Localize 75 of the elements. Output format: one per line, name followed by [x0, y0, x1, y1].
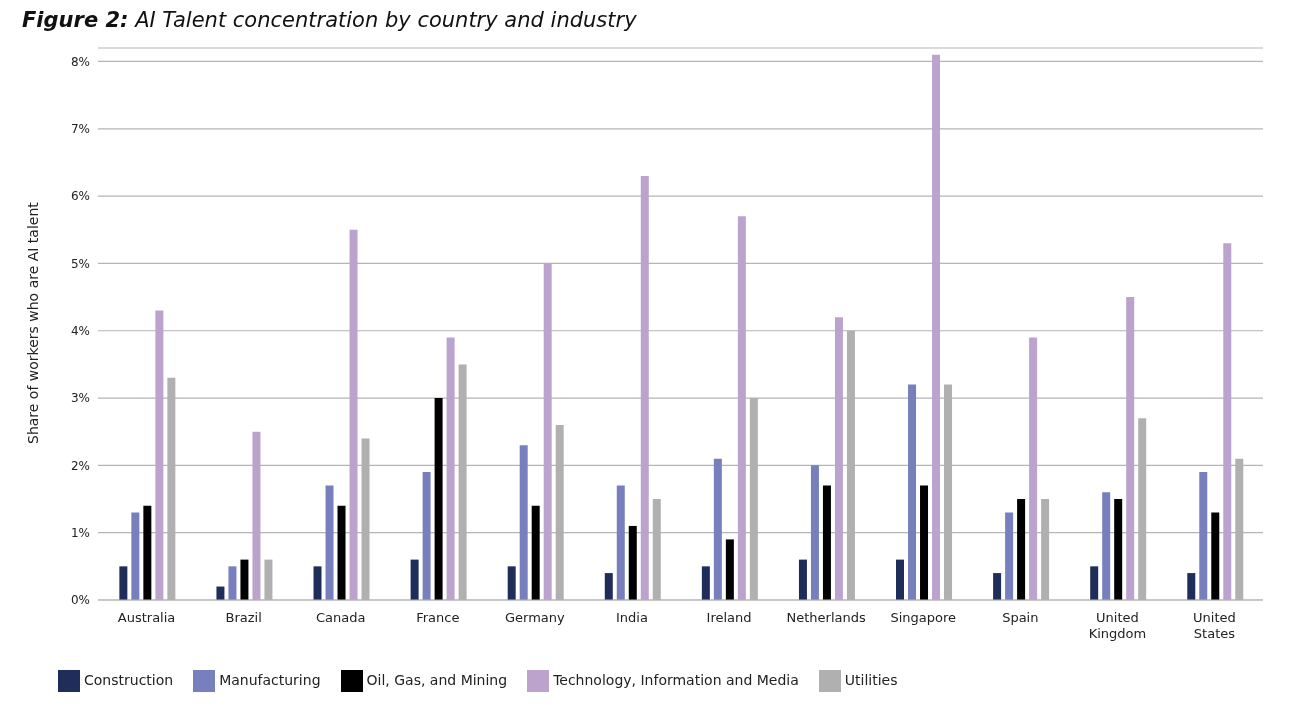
- bar: [725, 539, 734, 600]
- bar: [131, 512, 140, 600]
- bar: [410, 559, 419, 600]
- y-tick-label: 5%: [70, 256, 90, 271]
- y-tick-label: 2%: [70, 458, 90, 473]
- bar: [1187, 573, 1196, 600]
- chart-title: Figure 2: AI Talent concentration by country and industry: [22, 8, 638, 34]
- bar: [1005, 512, 1014, 600]
- bar: [434, 398, 443, 600]
- bar: [507, 566, 516, 600]
- bar: [896, 559, 905, 600]
- bar: [422, 472, 431, 600]
- x-tick-label: United Kingdom: [1088, 610, 1147, 641]
- bar: [640, 175, 649, 600]
- y-tick-label: 8%: [70, 54, 90, 69]
- x-tick-label: India: [616, 610, 648, 625]
- bar: [616, 485, 625, 600]
- bar: [313, 566, 322, 600]
- y-tick-label: 0%: [70, 593, 90, 608]
- bar: [1114, 499, 1123, 600]
- x-tick-label: Spain: [1002, 610, 1039, 625]
- bar: [240, 559, 249, 600]
- bar: [737, 216, 746, 600]
- y-tick-label: 3%: [70, 391, 90, 406]
- bar: [1211, 512, 1220, 600]
- bar: [252, 431, 261, 600]
- legend-label: Manufacturing: [219, 672, 321, 688]
- y-tick-label: 1%: [70, 525, 90, 540]
- x-tick-label: France: [416, 610, 460, 625]
- bar: [908, 384, 917, 600]
- bar: [993, 573, 1002, 600]
- bar: [1126, 297, 1135, 600]
- bar: [1017, 499, 1026, 600]
- bar: [1199, 472, 1208, 600]
- bar: [1029, 337, 1038, 600]
- bar: [713, 458, 722, 600]
- bar: [932, 54, 941, 600]
- x-tick-label: Netherlands: [786, 610, 866, 625]
- bar: [1223, 243, 1232, 600]
- bar: [337, 505, 346, 600]
- bar: [543, 263, 552, 600]
- x-tick-label: United States: [1193, 610, 1236, 641]
- y-tick-label: 7%: [70, 122, 90, 137]
- legend-label: Oil, Gas, and Mining: [366, 672, 508, 688]
- bar: [920, 485, 929, 600]
- y-tick-label: 6%: [70, 189, 90, 204]
- bar: [810, 465, 819, 600]
- bar: [1090, 566, 1099, 600]
- bar: [604, 573, 613, 600]
- bar: [349, 229, 358, 600]
- legend-label: Construction: [84, 672, 174, 688]
- x-tick-label: Australia: [117, 610, 176, 625]
- x-tick-label: Germany: [504, 610, 566, 625]
- bar: [628, 525, 637, 600]
- x-tick-label: Canada: [315, 610, 366, 625]
- x-tick-label: Brazil: [225, 610, 262, 625]
- bar: [446, 337, 455, 600]
- bar: [822, 485, 831, 600]
- bar: [701, 566, 710, 600]
- bar: [119, 566, 128, 600]
- bar: [155, 310, 164, 600]
- legend-label: Technology, Information and Media: [553, 672, 799, 688]
- bar: [519, 445, 528, 600]
- bar: [1102, 492, 1111, 600]
- legend-label: Utilities: [844, 672, 898, 688]
- y-axis-title: Share of workers who are AI talent: [24, 201, 41, 444]
- bar: [143, 505, 152, 600]
- x-tick-label: Ireland: [706, 610, 752, 625]
- y-tick-label: 4%: [70, 323, 90, 338]
- bar: [325, 485, 334, 600]
- bar: [531, 505, 540, 600]
- bar: [798, 559, 807, 600]
- bar: [228, 566, 237, 600]
- bar: [834, 317, 843, 600]
- x-tick-label: Singapore: [890, 610, 957, 625]
